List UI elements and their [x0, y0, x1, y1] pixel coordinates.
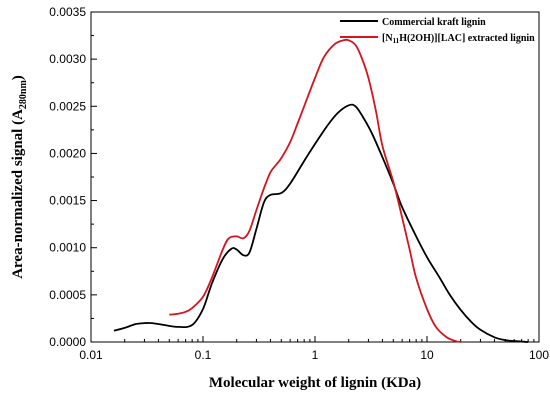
y-axis-title-subscript: 280nm [18, 80, 29, 110]
series-line-extracted-lignin [169, 38, 461, 343]
y-tick-label: 0.0010 [49, 241, 86, 255]
y-tick-label: 0.0020 [49, 146, 86, 160]
x-tick-label: 0.1 [195, 348, 212, 362]
x-tick-label: 10 [420, 348, 434, 362]
axis-ticks: 0.01 0.1 1 10 100 0.0000 0.0005 0.0010 0.0015 0.0… [49, 5, 549, 362]
plot-frame [90, 11, 540, 343]
y-tick-label: 0.0030 [49, 52, 86, 66]
legend-label-subscript: 11 [393, 37, 400, 45]
legend-label-commercial-kraft: Commercial kraft lignin [382, 17, 486, 28]
x-axis-title: Molecular weight of lignin (KDa) [209, 375, 421, 391]
y-tick-label: 0.0035 [49, 5, 86, 19]
y-tick-label: 0.0015 [49, 194, 86, 208]
x-tick-label: 100 [529, 348, 549, 362]
legend: Commercial kraft lignin [N11H(2OH)][LAC]… [340, 17, 535, 45]
y-axis-title-main: Area-normalized signal (A [10, 109, 26, 279]
x-tick-label: 0.01 [79, 348, 103, 362]
y-axis-title-close: ) [10, 75, 26, 80]
legend-label-part-1: [N [382, 33, 393, 44]
y-tick-label: 0.0000 [49, 335, 86, 349]
series-line-commercial-kraft [113, 103, 529, 343]
legend-label-extracted-lignin: [N11H(2OH)][LAC] extracted lignin [382, 33, 535, 45]
y-tick-label: 0.0025 [49, 99, 86, 113]
series-group [113, 38, 529, 343]
y-tick-label: 0.0005 [49, 288, 86, 302]
legend-label-part-2: H(2OH)][LAC] extracted lignin [399, 33, 535, 44]
y-axis-title: Area-normalized signal (A280nm) [10, 75, 29, 279]
x-tick-label: 1 [312, 348, 319, 362]
